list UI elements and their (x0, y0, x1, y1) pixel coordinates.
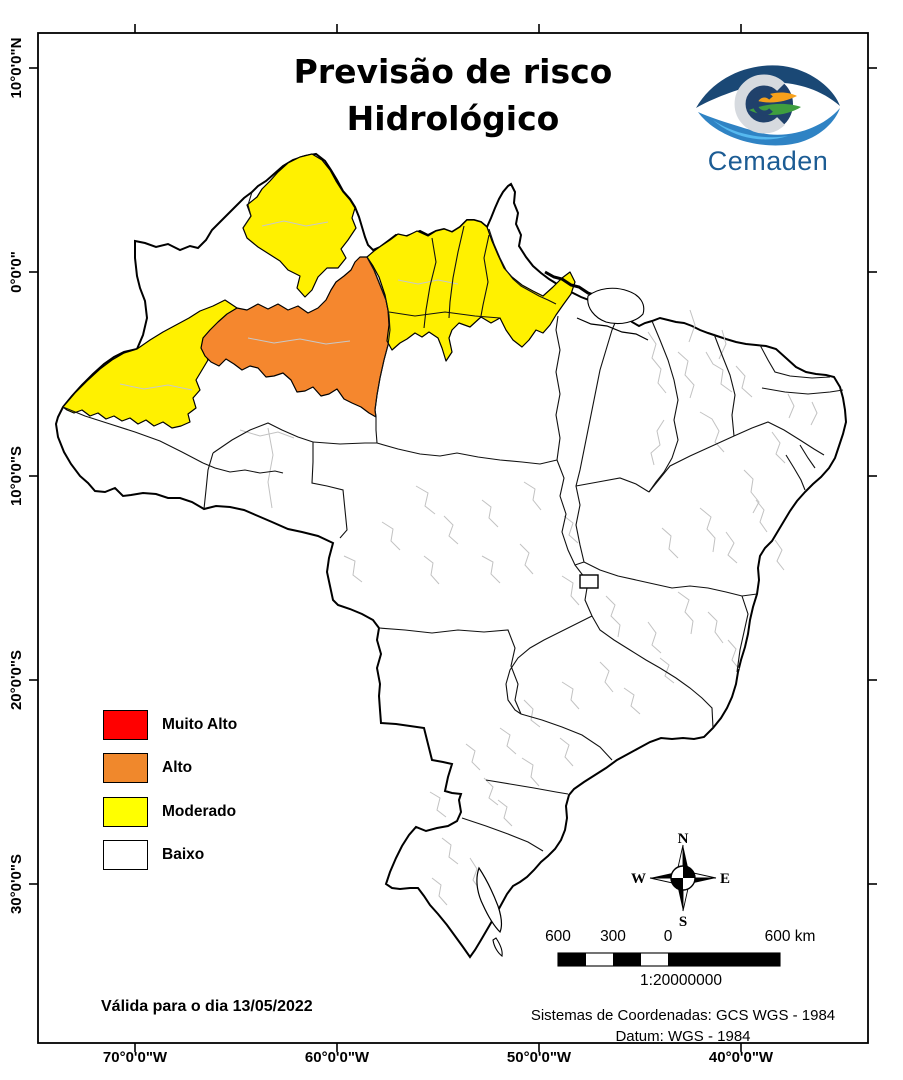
legend-item-moderado: Moderado (103, 797, 236, 827)
compass-south-label: S (679, 914, 687, 930)
legend-swatch-baixo (103, 840, 148, 870)
lon-label-70w: 70°0'0"W (102, 1049, 168, 1066)
legend-swatch-muito-alto (103, 710, 148, 740)
risk-areas (62, 153, 576, 429)
legend-label-muito-alto: Muito Alto (162, 716, 238, 733)
lon-label-60w: 60°0'0"W (304, 1049, 370, 1066)
compass-rose-icon: N S W E (631, 831, 730, 930)
legend-swatch-alto (103, 753, 148, 783)
axis-ticks (29, 24, 877, 1052)
lagoa-dos-patos (476, 866, 503, 934)
lat-label-10s: 10°0'0"S (8, 445, 25, 507)
risk-area-alto-centro-amazonas (200, 256, 391, 418)
datum-text: Datum: WGS - 1984 (615, 1028, 751, 1045)
legend-label-alto: Alto (162, 759, 193, 776)
legend-item-baixo: Baixo (103, 840, 204, 870)
risk-area-moderado-norte-para (366, 219, 576, 362)
risk-area-moderado-noroeste-amazonas (62, 299, 238, 429)
compass-east-label: E (720, 871, 730, 887)
cemaden-eye-icon (696, 65, 840, 146)
legend-label-moderado: Moderado (162, 803, 237, 820)
scale-bar (557, 952, 781, 967)
scale-ratio-text: 1:20000000 (640, 972, 722, 989)
validity-date-text: Válida para o dia 13/05/2022 (101, 998, 313, 1015)
legend-item-alto: Alto (103, 753, 192, 783)
amazon-south-channel (576, 317, 649, 341)
cemaden-logo-text: Cemaden (707, 146, 829, 176)
coordinate-system-text: Sistemas de Coordenadas: GCS WGS - 1984 (530, 1007, 836, 1024)
scale-label-600-km: 600 km (764, 928, 816, 945)
scale-label-0: 0 (663, 928, 673, 945)
scale-label-300: 300 (600, 928, 626, 945)
lon-label-40w: 40°0'0"W (708, 1049, 774, 1066)
marajo-island (587, 287, 645, 325)
compass-west-label: W (631, 871, 646, 887)
compass-north-label: N (678, 831, 689, 847)
coordinate-system-block: Sistemas de Coordenadas: GCS WGS - 1984 … (473, 1005, 893, 1047)
lat-label-0: 0°0'0" (8, 251, 25, 293)
state-boundaries (62, 191, 844, 852)
federal-district-square (579, 574, 599, 589)
lat-label-20s: 20°0'0"S (8, 649, 25, 711)
map-title-line-2: Hidrológico (346, 99, 560, 138)
map-title-line-1: Previsão de risco (293, 52, 613, 91)
legend-label-baixo: Baixo (162, 846, 205, 863)
legend-item-muito-alto: Muito Alto (103, 710, 237, 740)
scale-label-600-left: 600 (545, 928, 571, 945)
lat-label-30s: 30°0'0"S (8, 853, 25, 915)
lon-label-50w: 50°0'0"W (506, 1049, 572, 1066)
map-frame (37, 32, 869, 1044)
legend-swatch-moderado (103, 797, 148, 827)
lat-label-10n: 10°0'0"N (8, 37, 25, 99)
lagoa-mirim (492, 937, 503, 957)
